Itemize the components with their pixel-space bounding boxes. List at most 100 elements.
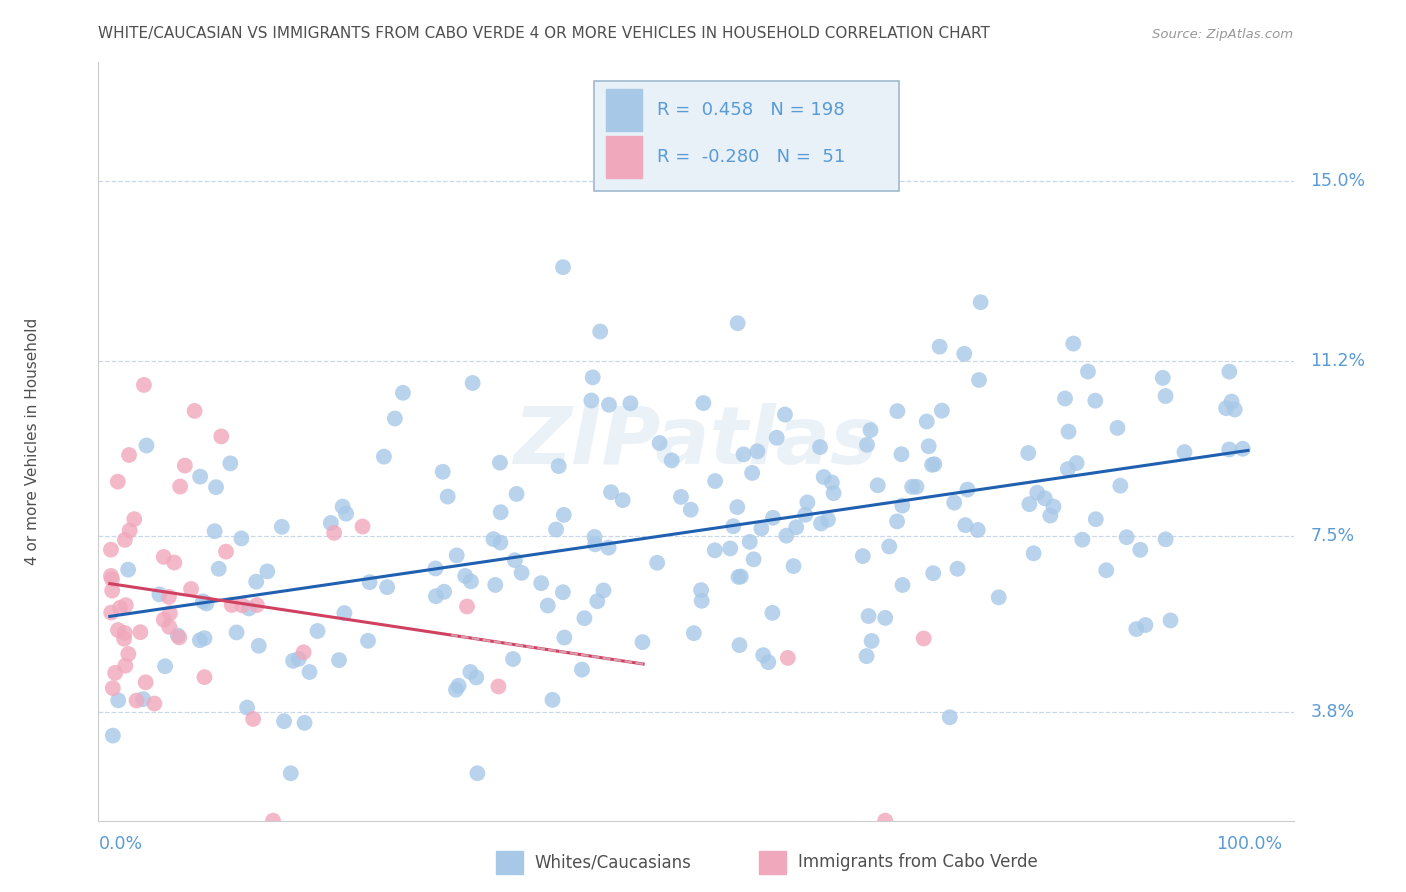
Point <box>157 620 180 634</box>
Point <box>738 535 761 549</box>
Point <box>1039 508 1062 523</box>
Point <box>776 651 799 665</box>
Point <box>823 486 845 500</box>
Point <box>125 693 148 707</box>
Point <box>1215 401 1237 416</box>
Point <box>733 447 755 461</box>
Point <box>357 633 380 648</box>
Point <box>690 583 713 598</box>
Point <box>928 340 950 354</box>
Point <box>571 663 593 677</box>
Point <box>955 518 977 533</box>
Point <box>598 541 620 555</box>
Point <box>148 587 170 601</box>
Point <box>209 429 232 443</box>
Point <box>589 325 612 339</box>
Point <box>808 440 831 454</box>
Point <box>219 456 242 470</box>
Point <box>1018 497 1040 511</box>
Point <box>918 439 941 453</box>
Point <box>1152 371 1174 385</box>
Point <box>166 628 188 642</box>
Point <box>157 590 180 604</box>
Point <box>1071 533 1094 547</box>
Point <box>183 404 205 418</box>
Point <box>117 563 139 577</box>
Point <box>114 598 136 612</box>
Point <box>877 540 900 554</box>
Point <box>159 606 181 620</box>
Point <box>246 598 269 612</box>
Point <box>236 700 259 714</box>
Point <box>669 490 692 504</box>
Point <box>747 444 769 458</box>
Point <box>432 465 454 479</box>
Point <box>384 411 406 425</box>
Point <box>332 500 354 514</box>
Point <box>1154 533 1177 547</box>
Point <box>104 665 127 680</box>
Point <box>931 403 953 417</box>
Point <box>114 626 136 640</box>
Point <box>124 512 146 526</box>
Point <box>173 458 195 473</box>
Text: Source: ZipAtlas.com: Source: ZipAtlas.com <box>1153 29 1294 41</box>
Point <box>891 578 914 592</box>
Point <box>921 458 943 472</box>
Point <box>191 594 214 608</box>
Point <box>619 396 641 410</box>
Point <box>727 570 749 584</box>
Point <box>482 532 505 546</box>
Point <box>541 693 564 707</box>
Point <box>333 606 356 620</box>
Point <box>307 624 329 638</box>
Point <box>1115 530 1137 544</box>
Point <box>915 415 938 429</box>
Point <box>392 385 415 400</box>
Point <box>886 404 908 418</box>
Point <box>231 599 253 613</box>
Point <box>323 525 346 540</box>
Point <box>292 645 315 659</box>
Point <box>546 523 568 537</box>
Point <box>547 459 569 474</box>
Point <box>446 549 468 563</box>
Point <box>890 447 912 461</box>
Point <box>785 520 807 534</box>
Point <box>135 675 157 690</box>
Point <box>886 515 908 529</box>
Point <box>359 575 381 590</box>
Point <box>631 635 654 649</box>
Point <box>1057 425 1080 439</box>
Point <box>503 553 526 567</box>
Bar <box>496 851 523 874</box>
Point <box>467 766 489 780</box>
Point <box>204 524 226 539</box>
Point <box>273 714 295 729</box>
Point <box>762 510 785 524</box>
Point <box>1160 614 1182 628</box>
Point <box>551 260 574 275</box>
Point <box>208 562 231 576</box>
Point <box>153 659 176 673</box>
Point <box>373 450 395 464</box>
Point <box>335 507 357 521</box>
Text: ZIPatlas: ZIPatlas <box>513 402 879 481</box>
Point <box>231 532 253 546</box>
Point <box>489 456 512 470</box>
Point <box>856 438 879 452</box>
Text: WHITE/CAUCASIAN VS IMMIGRANTS FROM CABO VERDE 4 OR MORE VEHICLES IN HOUSEHOLD CO: WHITE/CAUCASIAN VS IMMIGRANTS FROM CABO … <box>98 26 990 41</box>
Point <box>821 475 844 490</box>
Point <box>794 508 817 522</box>
Point <box>537 599 560 613</box>
Point <box>817 513 839 527</box>
Point <box>855 649 877 664</box>
Text: 7.5%: 7.5% <box>1310 527 1355 545</box>
Point <box>287 652 309 666</box>
Text: 4 or more Vehicles in Household: 4 or more Vehicles in Household <box>25 318 41 566</box>
Point <box>1066 456 1088 470</box>
Point <box>987 591 1010 605</box>
Point <box>1129 542 1152 557</box>
Point <box>946 562 969 576</box>
Point <box>107 475 129 489</box>
